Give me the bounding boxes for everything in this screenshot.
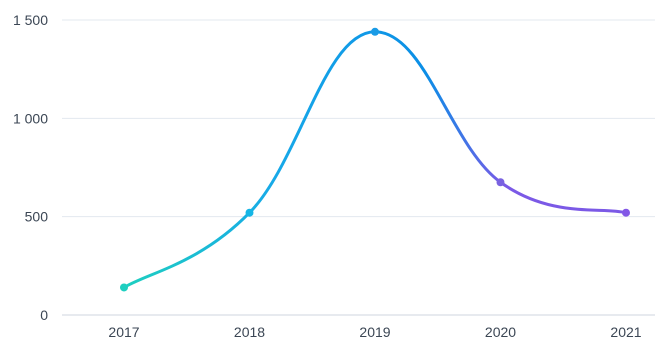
y-tick-label: 1 500 xyxy=(13,12,48,28)
data-point xyxy=(496,178,505,187)
x-tick-label: 2017 xyxy=(108,324,139,339)
data-point xyxy=(120,283,128,292)
x-tick-label: 2018 xyxy=(234,324,265,339)
y-tick-label: 0 xyxy=(40,307,48,323)
grid-layer xyxy=(62,19,655,316)
x-tick-label: 2021 xyxy=(610,324,641,339)
data-points xyxy=(120,27,630,292)
y-tick-label: 1 000 xyxy=(13,110,48,126)
data-point xyxy=(245,208,254,217)
y-tick-label: 500 xyxy=(25,209,49,225)
x-axis-ticks: 2017 2018 2019 2020 2021 xyxy=(108,324,641,339)
data-point xyxy=(371,27,379,36)
y-axis-ticks: 0 500 1 000 1 500 xyxy=(13,12,48,323)
data-point xyxy=(622,208,630,217)
x-tick-label: 2020 xyxy=(485,324,516,339)
x-tick-label: 2019 xyxy=(359,324,390,339)
series-line xyxy=(122,30,628,289)
